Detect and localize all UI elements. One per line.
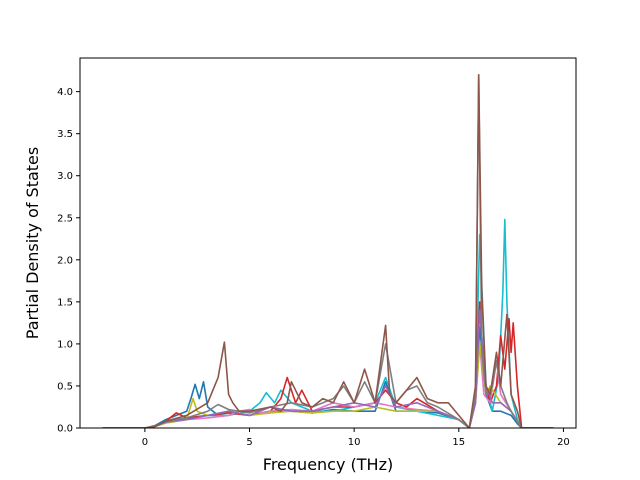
- y-tick-label: 3.5: [57, 129, 73, 140]
- y-tick-label: 1.0: [57, 339, 73, 350]
- y-tick-label: 0.5: [57, 381, 73, 392]
- x-axis-label: Frequency (THz): [263, 455, 393, 474]
- y-tick-label: 2.5: [57, 213, 73, 224]
- y-tick-label: 4.0: [57, 87, 73, 98]
- y-tick-label: 1.5: [57, 297, 73, 308]
- series-line-2: [102, 218, 554, 428]
- x-tick-label: 10: [348, 437, 361, 448]
- y-tick-label: 0.0: [57, 424, 73, 435]
- plot-frame: [79, 57, 577, 429]
- x-tick-label: 5: [246, 437, 252, 448]
- x-tick-label: 20: [557, 437, 570, 448]
- series-line-8: [102, 74, 554, 428]
- series-line-7: [102, 74, 554, 428]
- x-tick-label: 15: [452, 437, 465, 448]
- y-axis-label: Partial Density of States: [23, 147, 42, 339]
- x-tick-label: 0: [142, 437, 148, 448]
- y-tick-label: 3.0: [57, 171, 73, 182]
- y-tick-label: 2.0: [57, 255, 73, 266]
- y-axis: 0.0 0.5 1.0 1.5 2.0 2.5 3.0 3.5 4.0: [57, 87, 80, 435]
- series-line-6: [102, 309, 554, 428]
- x-axis: 0 5 10 15 20: [142, 428, 570, 448]
- series-layer: [102, 74, 554, 428]
